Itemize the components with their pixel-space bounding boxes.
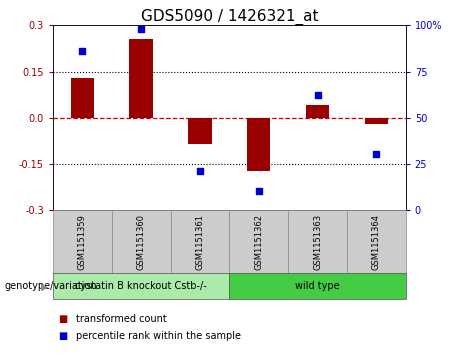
Bar: [306, 105, 329, 118]
Title: GDS5090 / 1426321_at: GDS5090 / 1426321_at: [141, 9, 318, 25]
Text: wild type: wild type: [295, 281, 340, 291]
Text: GSM1151359: GSM1151359: [78, 214, 87, 269]
Text: GSM1151361: GSM1151361: [195, 213, 205, 270]
Text: ▶: ▶: [41, 281, 48, 291]
Bar: [188, 118, 212, 144]
Text: genotype/variation: genotype/variation: [5, 281, 97, 291]
Text: GSM1151363: GSM1151363: [313, 213, 322, 270]
Text: transformed count: transformed count: [76, 314, 167, 325]
Text: GSM1151364: GSM1151364: [372, 213, 381, 270]
Point: [196, 168, 204, 174]
Text: GSM1151362: GSM1151362: [254, 213, 263, 270]
Bar: [247, 118, 271, 171]
Bar: [130, 39, 153, 118]
Bar: [71, 78, 94, 118]
Text: percentile rank within the sample: percentile rank within the sample: [76, 331, 241, 341]
Point: [372, 152, 380, 158]
Bar: [365, 118, 388, 124]
Point: [79, 48, 86, 54]
Text: ■: ■: [58, 331, 67, 341]
Text: cystatin B knockout Cstb-/-: cystatin B knockout Cstb-/-: [75, 281, 207, 291]
Point: [255, 188, 262, 194]
Text: GSM1151360: GSM1151360: [136, 213, 146, 270]
Text: ■: ■: [58, 314, 67, 325]
Point: [314, 93, 321, 98]
Point: [137, 26, 145, 32]
